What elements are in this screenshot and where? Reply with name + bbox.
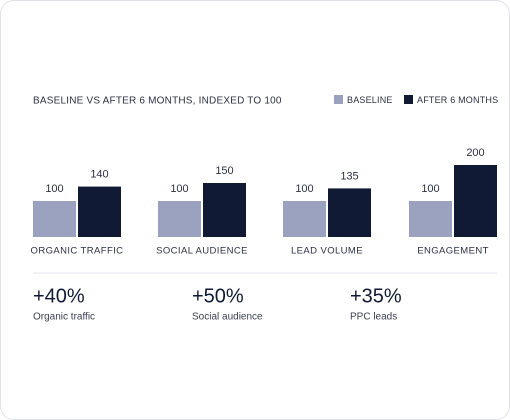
category-label: ENGAGEMENT [417, 246, 489, 257]
stat-label: PPC leads [350, 312, 397, 323]
value-label: 100 [45, 183, 63, 195]
bar [283, 201, 326, 237]
bar [328, 188, 371, 237]
chart-title: BASELINE VS AFTER 6 MONTHS, INDEXED TO 1… [33, 96, 282, 107]
value-label: 135 [340, 170, 358, 182]
value-label: 100 [170, 183, 188, 195]
bar [78, 186, 121, 237]
stat-value: +40% [33, 285, 85, 307]
legend-swatch [334, 95, 343, 104]
legend-label: BASELINE [347, 95, 393, 105]
category-label: SOCIAL AUDIENCE [156, 246, 248, 257]
stat-label: Organic traffic [33, 312, 95, 323]
legend-swatch [404, 95, 413, 104]
stat-value: +50% [192, 285, 244, 307]
value-label: 200 [466, 147, 484, 159]
category-label: LEAD VOLUME [291, 246, 363, 257]
value-label: 150 [215, 165, 233, 177]
category-label: ORGANIC TRAFFIC [31, 246, 124, 257]
value-label: 100 [421, 183, 439, 195]
bar [454, 165, 497, 237]
stat-value: +35% [350, 285, 402, 307]
stat-label: Social audience [192, 312, 263, 323]
bar [33, 201, 76, 237]
legend-label: AFTER 6 MONTHS [417, 95, 498, 105]
value-label: 100 [295, 183, 313, 195]
value-label: 140 [90, 169, 108, 181]
bar [158, 201, 201, 237]
bar [203, 183, 246, 237]
bar [409, 201, 452, 237]
